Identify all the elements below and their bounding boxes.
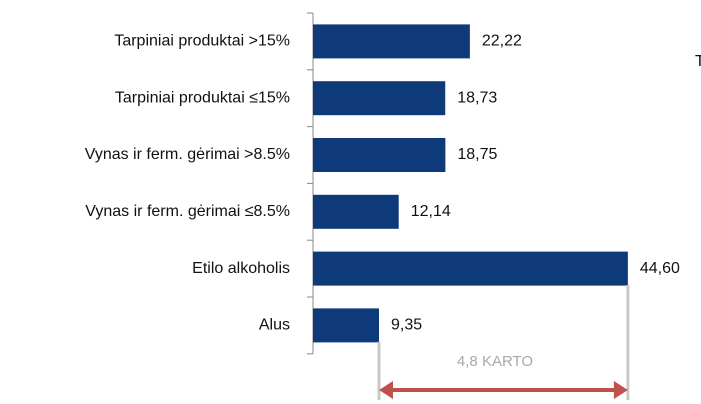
category-label: Vynas ir ferm. gėrimai >8.5% [85, 146, 290, 163]
value-label: 18,73 [457, 89, 497, 106]
bar [313, 194, 399, 229]
bar [313, 138, 446, 172]
category-label: Tarpiniai produktai ≤15% [115, 89, 290, 106]
side-text: T [695, 53, 701, 70]
value-label: 9,35 [391, 317, 422, 334]
category-label: Vynas ir ferm. gėrimai ≤8.5% [85, 203, 290, 220]
category-label: Alus [259, 317, 290, 334]
value-label: 18,75 [457, 146, 497, 163]
bar [313, 308, 380, 343]
value-label: 12,14 [411, 203, 451, 220]
bar [313, 251, 628, 286]
arrow-head [379, 381, 394, 399]
value-label: 44,60 [640, 260, 680, 277]
category-label: Etilo alkoholis [192, 260, 290, 277]
value-label: 22,22 [482, 33, 522, 50]
bar [313, 81, 446, 116]
category-label: Tarpiniai produktai >15% [114, 33, 290, 50]
arrow-head [613, 381, 628, 399]
annotation: 4,8 KARTO [457, 353, 533, 370]
bar [313, 24, 470, 59]
